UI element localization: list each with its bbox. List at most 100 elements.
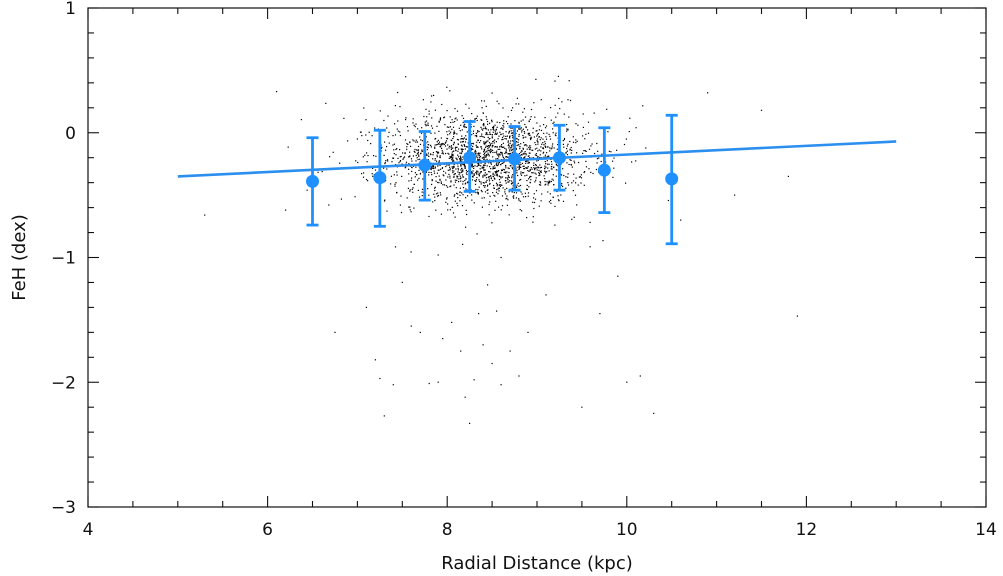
scatter-point	[544, 143, 546, 145]
scatter-point	[449, 156, 451, 158]
scatter-point	[461, 115, 463, 117]
scatter-point	[499, 146, 501, 148]
scatter-point	[492, 173, 494, 175]
scatter-point	[512, 132, 514, 134]
scatter-point	[545, 183, 547, 185]
scatter-point	[493, 194, 495, 196]
scatter-point	[408, 156, 410, 158]
scatter-point	[530, 136, 532, 138]
scatter-point	[486, 120, 489, 123]
scatter-point	[524, 123, 526, 126]
scatter-point	[417, 152, 419, 154]
scatter-point	[530, 116, 532, 118]
scatter-point	[585, 166, 588, 168]
scatter-point	[425, 120, 428, 122]
scatter-point	[486, 154, 488, 156]
scatter-point	[470, 164, 472, 167]
scatter-point	[575, 139, 577, 141]
scatter-point	[533, 164, 535, 166]
scatter-point	[450, 139, 452, 141]
scatter-point	[480, 162, 482, 164]
scatter-point	[491, 92, 493, 94]
scatter-point	[485, 116, 487, 118]
scatter-point	[525, 162, 527, 164]
scatter-point	[505, 167, 507, 169]
scatter-point	[552, 122, 554, 124]
scatter-point	[476, 146, 478, 148]
scatter-point	[371, 135, 373, 137]
scatter-point	[438, 182, 440, 184]
scatter-point	[526, 174, 528, 176]
scatter-point	[550, 107, 552, 109]
scatter-point	[509, 180, 511, 182]
scatter-point	[406, 143, 408, 145]
scatter-point	[485, 146, 487, 148]
scatter-point	[473, 167, 475, 169]
scatter-point	[573, 160, 575, 162]
scatter-point	[372, 167, 374, 169]
scatter-point	[400, 195, 402, 197]
scatter-point	[481, 100, 483, 102]
scatter-point	[575, 182, 577, 184]
scatter-point	[399, 134, 401, 137]
scatter-point	[570, 164, 573, 166]
scatter-point	[458, 127, 460, 129]
scatter-point	[430, 125, 433, 127]
scatter-point	[561, 184, 563, 186]
scatter-point	[787, 175, 789, 177]
scatter-point	[501, 139, 503, 141]
scatter-point	[409, 189, 411, 191]
scatter-point	[594, 152, 596, 155]
scatter-point	[499, 185, 501, 187]
scatter-point	[542, 147, 544, 149]
scatter-point	[392, 135, 394, 137]
scatter-point	[432, 154, 434, 156]
scatter-point	[480, 171, 482, 173]
scatter-point	[492, 175, 494, 177]
scatter-point	[477, 157, 479, 159]
scatter-point	[462, 176, 465, 178]
scatter-point	[492, 179, 494, 182]
scatter-point	[451, 155, 453, 157]
scatter-point	[438, 121, 440, 123]
scatter-point	[390, 183, 392, 185]
scatter-point	[505, 177, 507, 179]
scatter-point	[471, 165, 473, 167]
scatter-point	[479, 157, 481, 159]
scatter-point	[457, 165, 459, 167]
scatter-point	[591, 143, 593, 145]
scatter-point	[501, 195, 504, 197]
scatter-point	[549, 135, 551, 137]
binned-point	[508, 152, 522, 166]
scatter-point	[492, 151, 494, 154]
scatter-point	[401, 175, 403, 177]
scatter-point	[431, 174, 433, 176]
scatter-point	[529, 157, 531, 159]
scatter-point	[529, 175, 531, 178]
scatter-point	[383, 167, 385, 169]
scatter-point	[480, 189, 482, 192]
scatter-point	[496, 185, 498, 187]
scatter-point	[361, 135, 363, 137]
scatter-point	[404, 139, 407, 141]
scatter-point	[489, 182, 491, 185]
scatter-point	[420, 139, 422, 141]
scatter-point	[490, 150, 492, 153]
scatter-point	[431, 179, 433, 181]
scatter-point	[522, 165, 524, 167]
scatter-point	[493, 184, 495, 187]
scatter-point	[471, 176, 474, 178]
scatter-point	[409, 141, 411, 143]
scatter-point	[570, 159, 572, 161]
scatter-point	[505, 165, 507, 167]
scatter-point	[570, 146, 572, 149]
scatter-point	[552, 143, 554, 145]
scatter-point	[435, 137, 437, 140]
scatter-point	[459, 194, 461, 196]
scatter-point	[526, 188, 528, 190]
scatter-point	[379, 377, 381, 380]
scatter-point	[459, 130, 461, 132]
scatter-point	[462, 163, 464, 166]
scatter-point	[408, 163, 410, 165]
scatter-point	[490, 163, 492, 165]
